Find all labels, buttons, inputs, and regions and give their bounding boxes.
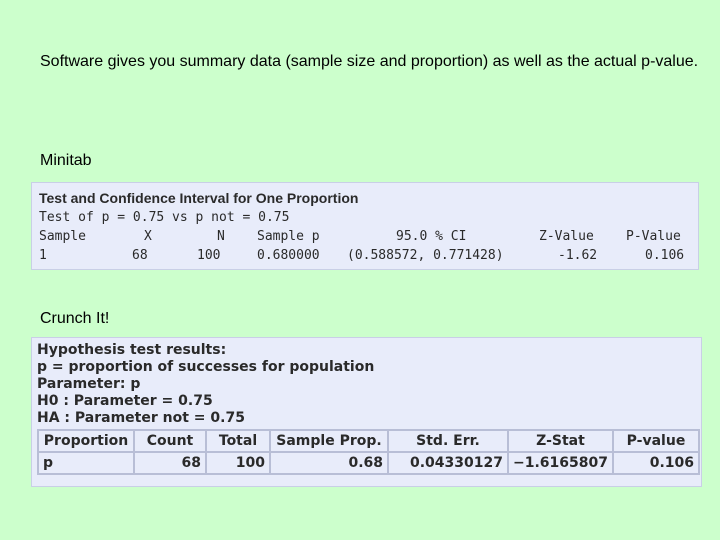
crunchit-output-panel: Hypothesis test results: p = proportion … xyxy=(31,337,702,487)
crunchit-results-table: Proportion Count Total Sample Prop. Std.… xyxy=(37,429,700,475)
cell-sample-prop: 0.68 xyxy=(269,451,389,475)
header-count: Count xyxy=(133,429,207,453)
minitab-output-panel: Test and Confidence Interval for One Pro… xyxy=(31,182,699,270)
header-std-err: Std. Err. xyxy=(387,429,509,453)
minitab-title: Test and Confidence Interval for One Pro… xyxy=(39,190,359,206)
header-sample-prop: Sample Prop. xyxy=(269,429,389,453)
minitab-cell-sample-p: 0.680000 xyxy=(257,248,320,263)
header-p-value: P-value xyxy=(612,429,700,453)
minitab-cell-x: 68 xyxy=(132,248,148,263)
cell-p-value: 0.106 xyxy=(612,451,700,475)
minitab-data-row: 1 68 100 0.680000 (0.588572, 0.771428) -… xyxy=(39,248,694,267)
minitab-header-sample-p: Sample p xyxy=(257,229,320,244)
crunchit-label: Crunch It! xyxy=(40,310,110,327)
minitab-header-ci: 95.0 % CI xyxy=(396,229,467,244)
minitab-cell-n: 100 xyxy=(197,248,221,263)
crunchit-line-definition: p = proportion of successes for populati… xyxy=(37,359,375,375)
minitab-cell-sample: 1 xyxy=(39,248,47,263)
crunchit-line-parameter: Parameter: p xyxy=(37,376,141,392)
header-z-stat: Z-Stat xyxy=(507,429,614,453)
minitab-header-sample: Sample xyxy=(39,229,86,244)
crunchit-line-h0: H0 : Parameter = 0.75 xyxy=(37,393,213,409)
cell-std-err: 0.04330127 xyxy=(387,451,509,475)
minitab-cell-zvalue: -1.62 xyxy=(558,248,598,263)
minitab-header-zvalue: Z-Value xyxy=(539,229,594,244)
minitab-header-pvalue: P-Value xyxy=(626,229,681,244)
crunchit-line-ha: HA : Parameter not = 0.75 xyxy=(37,410,245,426)
crunchit-line-results: Hypothesis test results: xyxy=(37,342,227,358)
table-row: p 68 100 0.68 0.04330127 −1.6165807 0.10… xyxy=(37,451,700,475)
minitab-cell-ci: (0.588572, 0.771428) xyxy=(347,248,504,263)
cell-count: 68 xyxy=(133,451,207,475)
minitab-header-row: Sample X N Sample p 95.0 % CI Z-Value P-… xyxy=(39,229,694,248)
minitab-header-n: N xyxy=(217,229,225,244)
minitab-cell-pvalue: 0.106 xyxy=(645,248,685,263)
minitab-test-line: Test of p = 0.75 vs p not = 0.75 xyxy=(39,210,290,225)
intro-text: Software gives you summary data (sample … xyxy=(40,53,699,70)
cell-z-stat: −1.6165807 xyxy=(507,451,614,475)
header-proportion: Proportion xyxy=(37,429,135,453)
table-header-row: Proportion Count Total Sample Prop. Std.… xyxy=(37,429,700,453)
cell-proportion: p xyxy=(37,451,135,475)
minitab-label: Minitab xyxy=(40,152,92,169)
header-total: Total xyxy=(205,429,271,453)
cell-total: 100 xyxy=(205,451,271,475)
minitab-header-x: X xyxy=(144,229,152,244)
